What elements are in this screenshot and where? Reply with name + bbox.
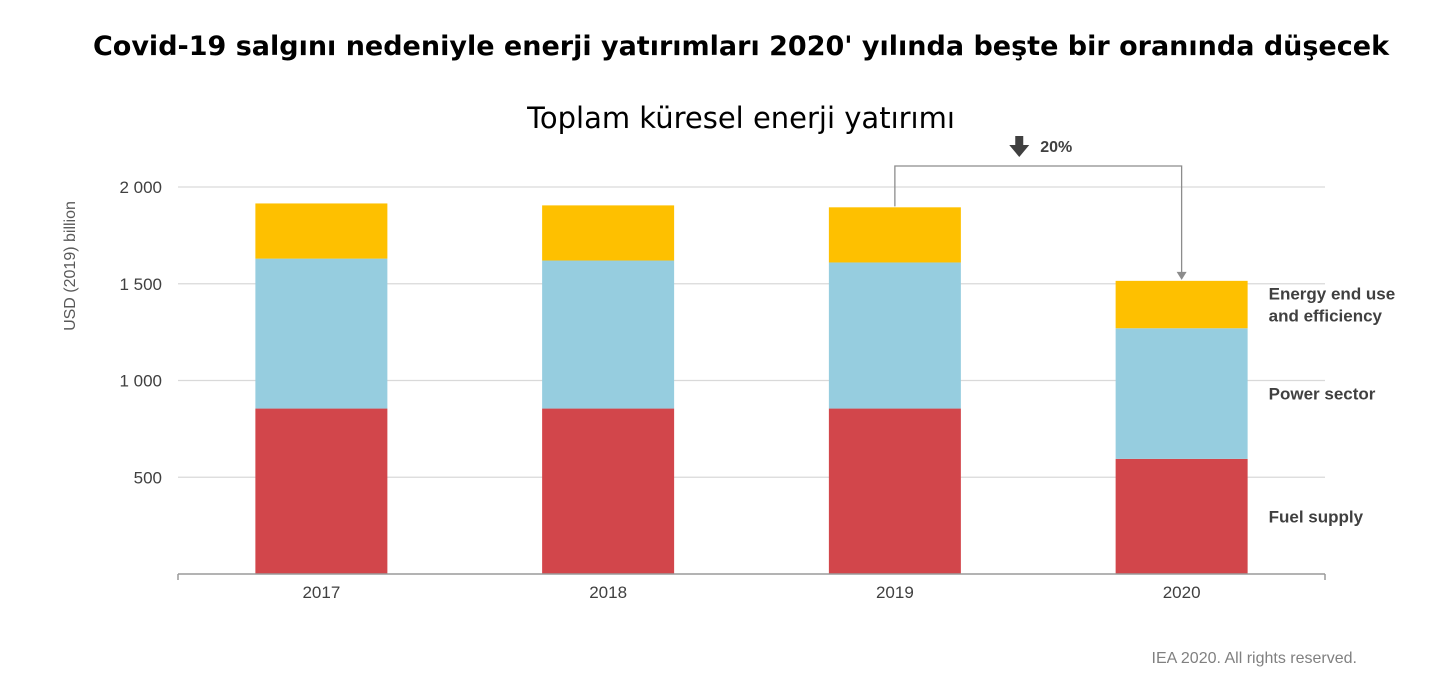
down-arrow-icon: [1009, 136, 1030, 157]
bracket-arrowhead: [1176, 271, 1187, 280]
bar-power-sector-2017: [255, 258, 388, 409]
legend-label: Fuel supply: [1269, 507, 1364, 526]
legend-label: Energy end use: [1269, 285, 1396, 304]
y-tick-label: 2 000: [119, 178, 162, 197]
bar-energy-end-use-and-efficiency-2019: [828, 207, 961, 263]
x-categories: 2017 2018 2019 2020: [302, 583, 1200, 602]
chart-title: Covid-19 salgını nedeniyle enerji yatırı…: [93, 31, 1390, 62]
bar-energy-end-use-and-efficiency-2020: [1115, 280, 1248, 329]
x-tick-label: 2019: [876, 583, 914, 602]
bracket-line: [894, 165, 1183, 273]
bar-power-sector-2019: [828, 262, 961, 409]
bar-power-sector-2018: [542, 260, 675, 409]
x-tick-label: 2020: [1163, 583, 1201, 602]
chart-subtitle: Toplam küresel enerji yatırımı: [526, 101, 955, 135]
y-tick-label: 500: [134, 468, 162, 487]
source-note: IEA 2020. All rights reserved.: [1152, 650, 1357, 667]
legend-label: and efficiency: [1269, 307, 1383, 326]
bar-fuel-supply-2017: [255, 408, 388, 574]
y-ticks: 500 1 000 1 500 2 000: [119, 178, 162, 487]
x-tick-label: 2017: [302, 583, 340, 602]
bar-energy-end-use-and-efficiency-2017: [255, 203, 388, 259]
y-tick-label: 1 000: [119, 372, 162, 391]
bar-energy-end-use-and-efficiency-2018: [542, 205, 675, 261]
legend: Fuel supply Power sector Energy end use and…: [1269, 285, 1396, 527]
bar-fuel-supply-2020: [1115, 458, 1248, 574]
decline-label: 20%: [1040, 139, 1072, 156]
bar-power-sector-2020: [1115, 328, 1248, 459]
legend-label: Power sector: [1269, 385, 1376, 404]
x-tick-label: 2018: [589, 583, 627, 602]
bar-fuel-supply-2019: [828, 408, 961, 574]
bar-fuel-supply-2018: [542, 408, 675, 574]
y-tick-label: 1 500: [119, 275, 162, 294]
decline-annotation: 20%: [894, 136, 1187, 280]
bars: [255, 203, 1248, 574]
y-axis-label: USD (2019) billion: [62, 201, 79, 331]
